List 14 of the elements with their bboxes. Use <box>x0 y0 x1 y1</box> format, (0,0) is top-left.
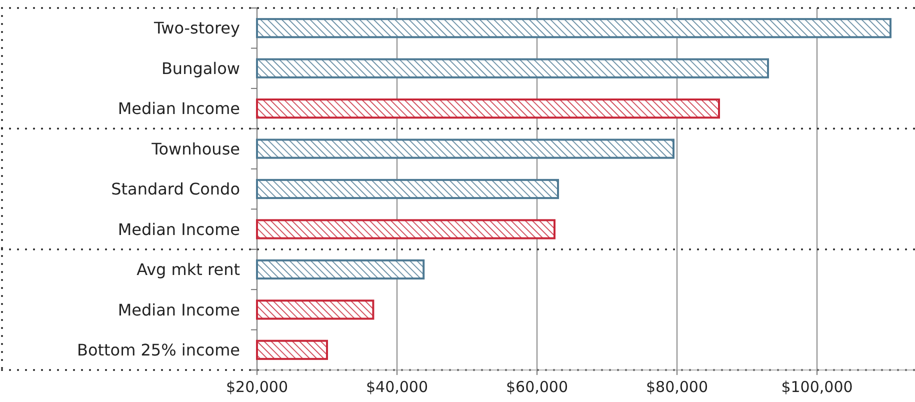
y-tick-label: Avg mkt rent <box>136 260 240 280</box>
x-tick-label: $100,000 <box>781 378 853 396</box>
x-tick-label: $80,000 <box>646 378 708 396</box>
y-tick-label: Two-storey <box>152 18 240 38</box>
x-tick-label: $20,000 <box>226 378 288 396</box>
y-tick-label: Median Income <box>118 220 240 239</box>
x-tick-label: $40,000 <box>366 378 428 396</box>
y-tick-label: Bottom 25% income <box>76 340 240 360</box>
y-tick-label: Standard Condo <box>111 180 240 199</box>
x-tick-label: $60,000 <box>506 378 568 396</box>
y-tick-label: Townhouse <box>150 139 240 158</box>
y-tick-label: Bungalow <box>161 58 240 78</box>
y-tick-label: Median Income <box>118 300 240 320</box>
y-tick-label: Median Income <box>118 99 240 118</box>
